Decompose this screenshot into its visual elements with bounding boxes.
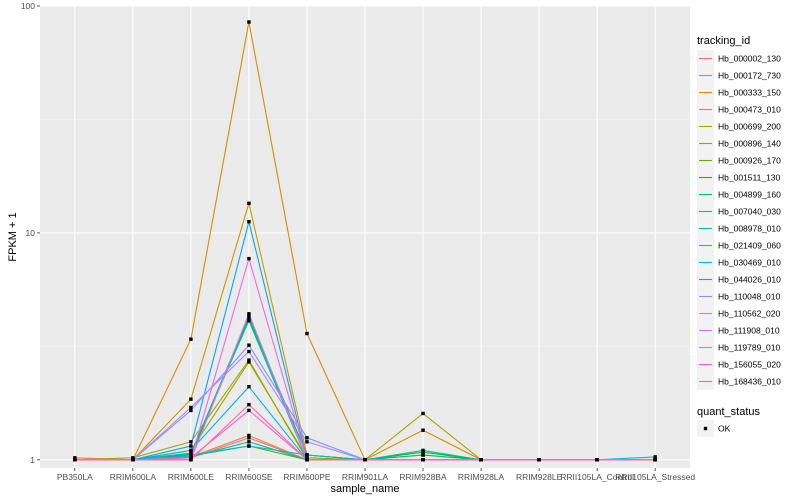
legend-label: Hb_021409_060 [718, 241, 781, 251]
data-point [247, 343, 251, 347]
legend-label: Hb_168436_010 [718, 377, 781, 387]
data-point [305, 458, 309, 462]
x-tick-label: RRIM928LA [458, 472, 505, 482]
data-point [189, 337, 193, 341]
data-point [421, 453, 425, 457]
data-point [189, 456, 193, 460]
data-point [131, 456, 135, 460]
data-point [653, 458, 657, 462]
legend-label: Hb_000896_140 [718, 139, 781, 149]
y-tick-label: 100 [21, 1, 35, 11]
data-point [189, 448, 193, 453]
legend-label: Hb_110048_010 [718, 292, 781, 302]
data-point [247, 402, 251, 407]
data-point [247, 316, 251, 321]
x-tick-label: RRIM928BA [399, 472, 447, 482]
data-point [189, 444, 193, 448]
data-point [73, 456, 77, 460]
x-tick-label: RRIM600LE [168, 472, 215, 482]
data-point [421, 450, 425, 454]
legend-label: Hb_044026_010 [718, 275, 781, 285]
data-point [189, 397, 193, 401]
data-point [247, 358, 251, 362]
legend-label: Hb_004899_160 [718, 190, 781, 200]
legend-label: Hb_111908_010 [718, 326, 780, 336]
quant-status-legend-title: quant_status [697, 406, 760, 418]
data-point [247, 408, 251, 413]
legend-label: Hb_008978_010 [718, 224, 781, 234]
x-tick-label: RRIM600LA [110, 472, 157, 482]
data-point [247, 360, 251, 364]
legend-label: Hb_000926_170 [718, 156, 781, 166]
x-tick-label: RRIM600SE [225, 472, 273, 482]
data-point [653, 455, 657, 459]
x-axis-title: sample_name [330, 483, 399, 495]
x-tick-label: PB350LA [57, 472, 93, 482]
data-point [363, 458, 367, 462]
y-tick-label: 10 [26, 228, 36, 238]
data-point [131, 458, 135, 462]
data-point [73, 458, 77, 462]
data-point [247, 312, 251, 316]
x-tick-label: RRIM600PE [283, 472, 331, 482]
data-point [305, 453, 309, 457]
data-point [247, 433, 251, 438]
axis-ticks: 1 10 100 PB350LA RRIM600LA RRIM600LE RRIM600SE… [21, 1, 696, 482]
legend: tracking_id quant_status Hb_000002_130 Hb… [697, 35, 781, 437]
data-point [247, 384, 251, 389]
x-tick-label: RRIM928LE [516, 472, 563, 482]
data-point [247, 220, 251, 224]
legend-label: Hb_000333_150 [718, 88, 781, 98]
data-point [537, 458, 541, 462]
x-tick-label: RRII105LA_Stressed [615, 472, 695, 482]
legend-label: Hb_000473_010 [718, 105, 781, 115]
data-point [247, 440, 251, 444]
legend-title: tracking_id [697, 35, 750, 47]
x-tick-label: RRII105LA_Control [560, 472, 634, 482]
data-point [247, 436, 251, 440]
y-tick-label: 1 [30, 455, 35, 465]
data-point [189, 440, 193, 444]
data-point [189, 454, 193, 458]
data-point [479, 458, 483, 462]
legend-label: Hb_007040_030 [718, 207, 781, 217]
legend-label: Hb_000172_730 [718, 71, 781, 81]
data-point [247, 20, 251, 24]
data-point [305, 331, 309, 336]
legend-label: Hb_001511_130 [718, 173, 781, 183]
data-point [247, 444, 251, 448]
data-point [247, 256, 251, 261]
legend-point-marker [703, 426, 708, 431]
data-point [247, 201, 251, 206]
y-axis-title: FPKM + 1 [7, 212, 19, 261]
legend-label: Hb_156055_020 [718, 360, 781, 370]
data-point [247, 319, 251, 323]
legend-label: Hb_110562_020 [718, 309, 781, 319]
legend-label: Hb_000002_130 [718, 54, 781, 64]
legend-label: Hb_030469_010 [718, 258, 781, 268]
legend-label: Hb_119789_010 [718, 343, 781, 353]
data-point [421, 448, 425, 453]
data-point [189, 405, 193, 410]
legend-label: OK [718, 424, 731, 434]
data-point [421, 411, 425, 416]
data-point [189, 408, 193, 413]
data-point [305, 440, 309, 444]
data-point [421, 458, 425, 462]
data-points [73, 20, 657, 462]
data-point [189, 451, 193, 455]
data-point [189, 458, 193, 462]
data-point [305, 456, 309, 460]
data-point [247, 314, 251, 318]
legend-label: Hb_000699_200 [718, 122, 781, 132]
data-point [595, 458, 599, 462]
x-tick-label: RRIM901LA [342, 472, 389, 482]
data-point [247, 349, 251, 354]
data-point [305, 436, 309, 440]
data-point [421, 428, 425, 432]
